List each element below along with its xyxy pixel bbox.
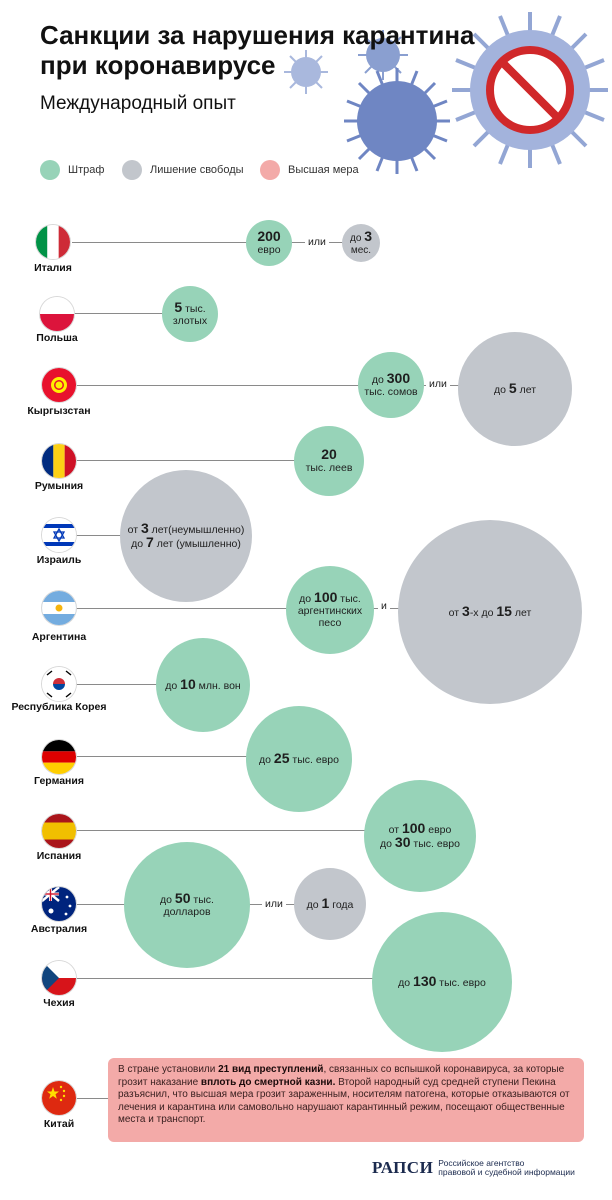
row-line xyxy=(72,978,382,979)
row-line xyxy=(72,460,332,461)
legend-item-death: Высшая мера xyxy=(260,160,359,180)
flag-kyrgyzstan-icon xyxy=(42,368,76,402)
fine-circle: 20 тыс. леев xyxy=(294,426,364,496)
flag-romania-icon xyxy=(42,444,76,478)
virus-icon-small xyxy=(358,30,408,80)
virus-icon-medium xyxy=(344,68,450,174)
flag-argentina-icon xyxy=(42,591,76,625)
flag-israel-icon xyxy=(42,518,76,552)
flag-spain-icon xyxy=(42,814,76,848)
connector-or: или xyxy=(262,898,286,910)
row-line xyxy=(72,830,372,831)
legend-label: Лишение свободы xyxy=(150,164,244,176)
country-name: Аргентина xyxy=(31,631,87,643)
row-line xyxy=(72,242,350,243)
fine-circle: до 50 тыс. долларов xyxy=(124,842,250,968)
flag-korea-icon xyxy=(42,667,76,701)
prison-circle: до 3 мес. xyxy=(342,224,380,262)
row-line xyxy=(72,756,262,757)
fine-circle: до 25 тыс. евро xyxy=(246,706,352,812)
country-name: Испания xyxy=(36,850,82,862)
fine-circle: до 10 млн. вон xyxy=(156,638,250,732)
death-penalty-note: В стране установили 21 вид преступлений,… xyxy=(108,1058,584,1142)
country-name: Румыния xyxy=(34,480,84,492)
legend-fine-swatch xyxy=(40,160,60,180)
virus-icon-small xyxy=(284,50,328,94)
prison-circle: от 3-х до 15 лет xyxy=(398,520,582,704)
country-name: Австралия xyxy=(30,923,88,935)
flag-italy-icon xyxy=(36,225,70,259)
flag-czech-icon xyxy=(42,961,76,995)
row-line xyxy=(72,608,482,609)
logo-wordmark: РАПСИ xyxy=(372,1158,434,1177)
fine-circle: до 300 тыс. сомов xyxy=(358,352,424,418)
flag-poland-icon xyxy=(40,297,74,331)
prison-circle: до 1 года xyxy=(294,868,366,940)
rapsi-logo: РАПСИ Российское агентство правовой и суд… xyxy=(372,1158,575,1178)
country-name: Польша xyxy=(36,332,78,344)
page-title: Санкции за нарушения карантина при корон… xyxy=(40,20,475,80)
row-line xyxy=(72,684,172,685)
row-line xyxy=(72,1098,112,1099)
connector-or: или xyxy=(305,236,329,248)
flag-china-icon xyxy=(42,1081,76,1115)
row-line xyxy=(72,385,532,386)
country-name: Китай xyxy=(43,1118,75,1130)
page-subtitle: Международный опыт xyxy=(40,93,236,114)
virus-no-sign-icon xyxy=(452,12,608,168)
fine-circle: от 100 евро до 30 тыс. евро xyxy=(364,780,476,892)
legend-label: Штраф xyxy=(68,164,105,176)
legend-item-fine: Штраф xyxy=(40,160,104,180)
fine-circle: до 100 тыс. аргентинских песо xyxy=(286,566,374,654)
legend-item-prison: Лишение свободы xyxy=(122,160,244,180)
flag-germany-icon xyxy=(42,740,76,774)
country-name: Чехия xyxy=(43,997,75,1009)
prison-circle: до 5 лет xyxy=(458,332,572,446)
fine-circle: 200 евро xyxy=(246,220,292,266)
logo-description: Российское агентство правовой и судебной … xyxy=(438,1157,575,1177)
country-name: Израиль xyxy=(36,554,82,566)
fine-circle: до 130 тыс. евро xyxy=(372,912,512,1052)
country-name: Италия xyxy=(34,262,72,274)
legend-label: Высшая мера xyxy=(288,164,359,176)
country-name: Германия xyxy=(34,775,84,787)
flag-australia-icon xyxy=(42,887,76,921)
fine-circle: 5 тыс. злотых xyxy=(162,286,218,342)
legend-death-swatch xyxy=(260,160,280,180)
prison-circle: от 3 лет(неумышленно) до 7 лет (умышленно… xyxy=(120,470,252,602)
connector-or: или xyxy=(426,378,450,390)
country-name: Республика Корея xyxy=(11,701,107,713)
row-line xyxy=(72,313,172,314)
legend-prison-swatch xyxy=(122,160,142,180)
country-name: Кыргызстан xyxy=(27,405,91,417)
connector-and: и xyxy=(378,600,390,612)
